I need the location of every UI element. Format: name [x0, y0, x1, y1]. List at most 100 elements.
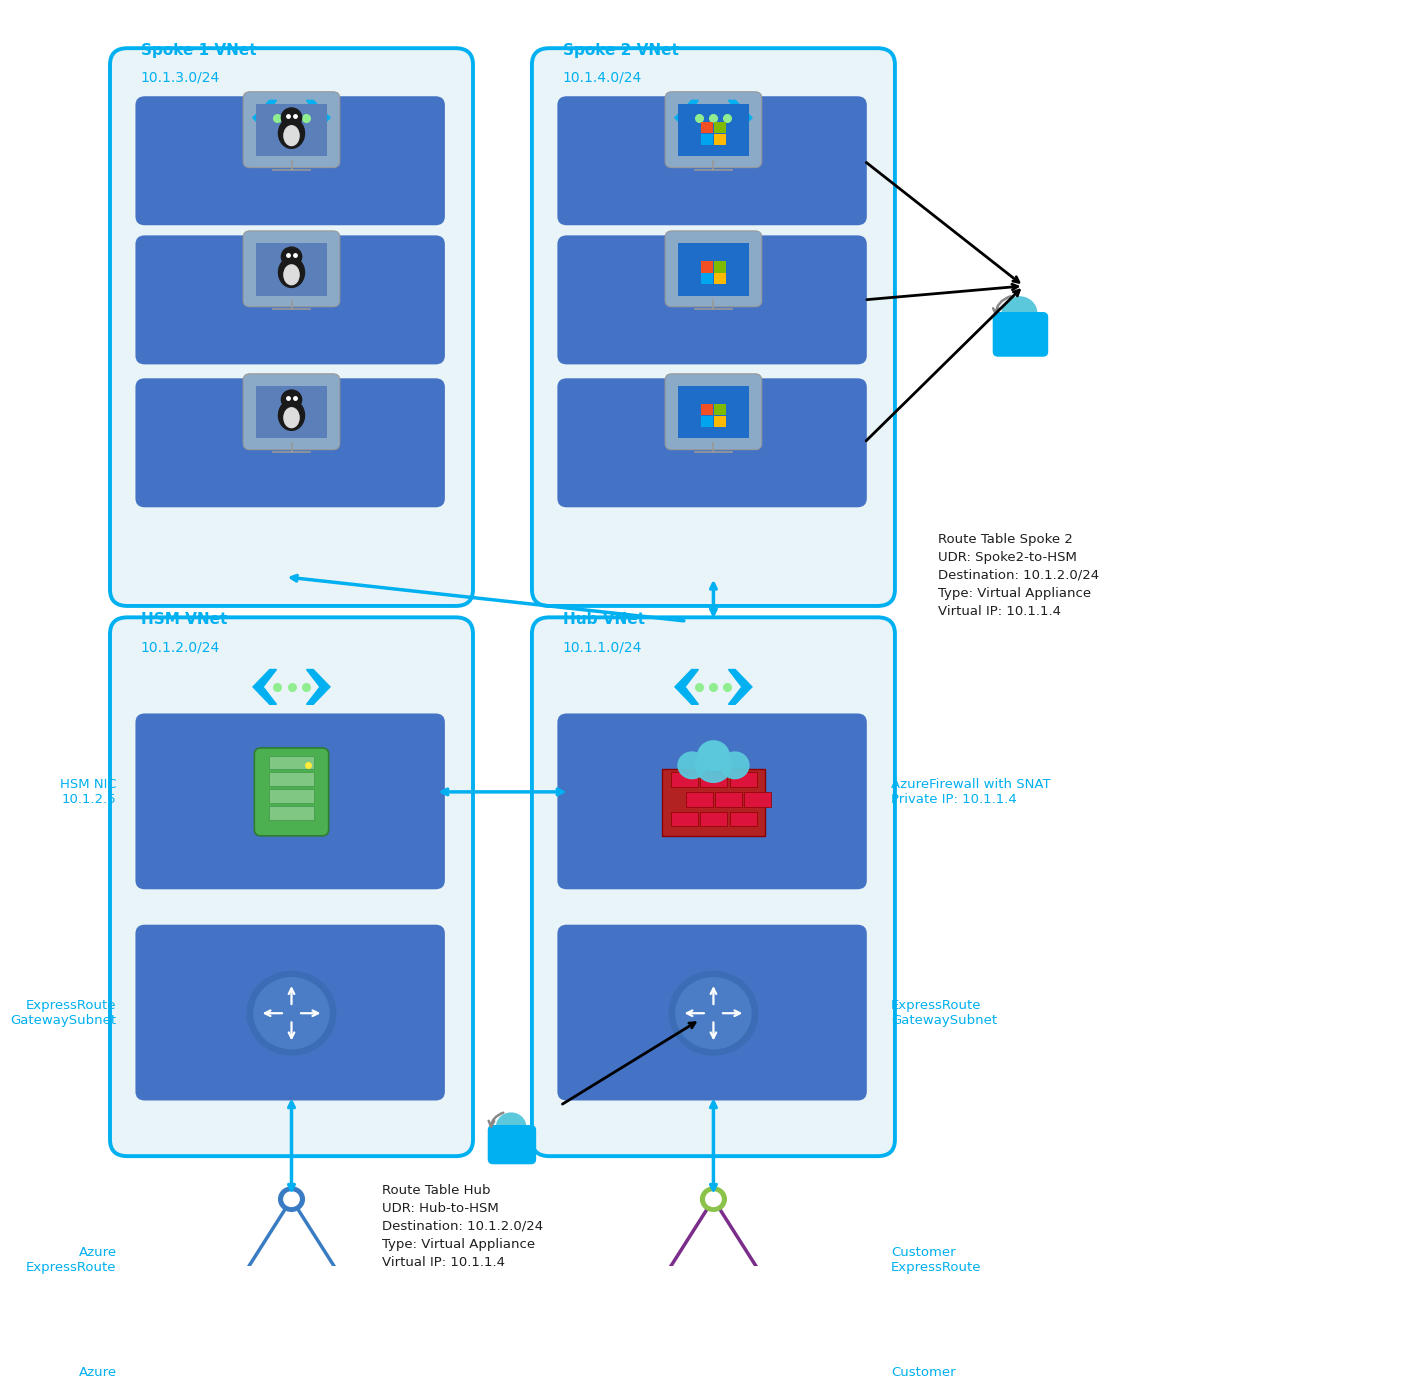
FancyBboxPatch shape [648, 1349, 779, 1377]
Bar [701, 772, 728, 788]
Bar [714, 134, 727, 145]
FancyBboxPatch shape [135, 379, 445, 507]
FancyBboxPatch shape [662, 770, 766, 836]
Bar [714, 262, 727, 273]
Text: HSM VNet: HSM VNet [141, 613, 227, 628]
Bar [701, 405, 712, 416]
Circle shape [1002, 297, 1036, 329]
Polygon shape [253, 101, 276, 135]
FancyBboxPatch shape [558, 96, 867, 226]
FancyBboxPatch shape [244, 373, 339, 450]
Circle shape [698, 741, 729, 771]
Circle shape [696, 748, 731, 782]
FancyBboxPatch shape [110, 617, 473, 1157]
Circle shape [648, 1283, 663, 1297]
Circle shape [721, 752, 749, 778]
FancyBboxPatch shape [255, 748, 328, 836]
Circle shape [759, 1278, 784, 1303]
FancyBboxPatch shape [227, 1349, 356, 1377]
Circle shape [282, 390, 301, 409]
FancyBboxPatch shape [677, 387, 749, 438]
Text: Azure
ExpressRoute: Azure ExpressRoute [27, 1246, 117, 1274]
Circle shape [342, 1283, 358, 1297]
FancyBboxPatch shape [244, 231, 339, 307]
Bar [701, 262, 712, 273]
FancyBboxPatch shape [135, 235, 445, 365]
Bar [729, 811, 756, 826]
FancyBboxPatch shape [110, 48, 473, 606]
Ellipse shape [284, 264, 298, 285]
Text: Hub VNet: Hub VNet [563, 613, 645, 628]
Ellipse shape [284, 125, 298, 146]
Polygon shape [307, 101, 329, 135]
FancyBboxPatch shape [487, 1125, 536, 1165]
Polygon shape [307, 669, 329, 704]
Circle shape [282, 246, 301, 266]
Bar [701, 416, 712, 427]
Circle shape [676, 978, 750, 1049]
Text: Route Table Hub
UDR: Hub-to-HSM
Destination: 10.1.2.0/24
Type: Virtual Appliance: Route Table Hub UDR: Hub-to-HSM Destinat… [382, 1184, 543, 1270]
Text: 10.1.4.0/24: 10.1.4.0/24 [563, 72, 642, 85]
Text: Spoke 1 VNet: Spoke 1 VNet [141, 43, 256, 58]
Circle shape [701, 1187, 727, 1212]
Circle shape [248, 972, 335, 1055]
Ellipse shape [284, 408, 298, 428]
Circle shape [279, 1187, 304, 1212]
FancyBboxPatch shape [135, 925, 445, 1100]
FancyBboxPatch shape [532, 617, 895, 1157]
Text: 10.1.1.0/24: 10.1.1.0/24 [563, 640, 642, 654]
Circle shape [669, 972, 758, 1055]
Text: ExpressRoute
GatewaySubnet: ExpressRoute GatewaySubnet [891, 1000, 997, 1027]
Text: 10.1.3.0/24: 10.1.3.0/24 [141, 72, 220, 85]
Text: Route Table Spoke 2
UDR: Spoke2-to-HSM
Destination: 10.1.2.0/24
Type: Virtual Ap: Route Table Spoke 2 UDR: Spoke2-to-HSM D… [938, 533, 1098, 618]
Bar [701, 811, 728, 826]
FancyBboxPatch shape [269, 756, 314, 770]
Bar [745, 792, 772, 807]
FancyBboxPatch shape [665, 373, 762, 450]
FancyBboxPatch shape [558, 379, 867, 507]
Circle shape [225, 1283, 241, 1297]
Text: Spoke 2 VNet: Spoke 2 VNet [563, 43, 679, 58]
Circle shape [221, 1278, 246, 1303]
FancyBboxPatch shape [269, 772, 314, 786]
Polygon shape [728, 101, 752, 135]
FancyBboxPatch shape [558, 925, 867, 1100]
Text: Azure
Datacenter: Azure Datacenter [42, 1366, 117, 1377]
Circle shape [282, 107, 301, 127]
FancyBboxPatch shape [665, 231, 762, 307]
FancyBboxPatch shape [256, 105, 327, 157]
FancyBboxPatch shape [558, 713, 867, 890]
Bar [729, 772, 756, 788]
FancyBboxPatch shape [256, 244, 327, 296]
Bar [701, 134, 712, 145]
Polygon shape [253, 669, 276, 704]
FancyBboxPatch shape [648, 1322, 779, 1354]
Text: AzureFirewall with SNAT
Private IP: 10.1.1.4: AzureFirewall with SNAT Private IP: 10.1… [891, 778, 1050, 806]
FancyBboxPatch shape [269, 806, 314, 819]
Circle shape [705, 1192, 721, 1206]
Circle shape [337, 1278, 362, 1303]
Bar [672, 811, 698, 826]
FancyBboxPatch shape [269, 789, 314, 803]
Circle shape [679, 752, 707, 778]
Ellipse shape [279, 257, 304, 288]
Polygon shape [674, 101, 698, 135]
FancyBboxPatch shape [244, 92, 339, 168]
Circle shape [642, 1278, 669, 1303]
Circle shape [253, 978, 329, 1049]
Text: ExpressRoute
GatewaySubnet: ExpressRoute GatewaySubnet [11, 1000, 117, 1027]
Bar [672, 772, 698, 788]
Bar [701, 273, 712, 284]
FancyBboxPatch shape [677, 244, 749, 296]
FancyBboxPatch shape [532, 48, 895, 606]
Polygon shape [728, 669, 752, 704]
FancyBboxPatch shape [135, 96, 445, 226]
Bar [715, 792, 742, 807]
FancyBboxPatch shape [227, 1322, 356, 1354]
Polygon shape [674, 669, 698, 704]
Bar [686, 792, 712, 807]
Circle shape [284, 1192, 300, 1206]
Text: 10.1.2.0/24: 10.1.2.0/24 [141, 640, 220, 654]
Ellipse shape [279, 118, 304, 149]
Text: Customer
ExpressRoute: Customer ExpressRoute [891, 1246, 981, 1274]
